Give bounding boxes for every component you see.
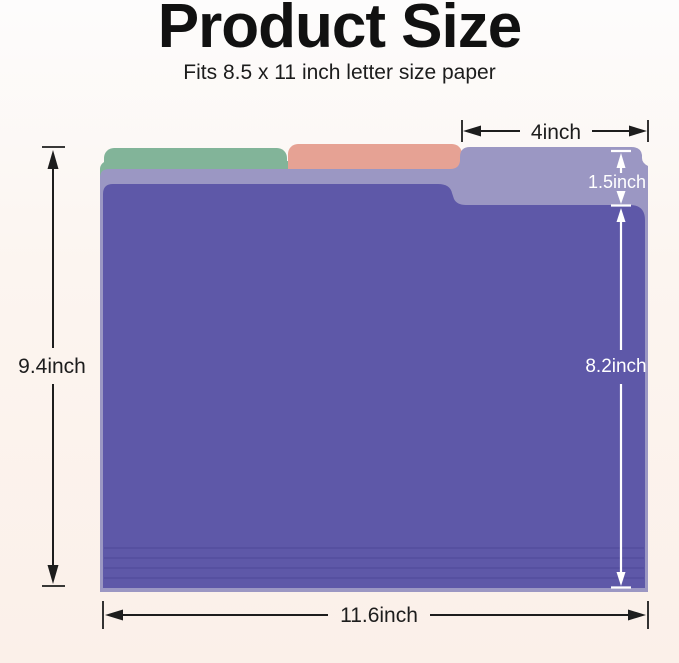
arrowhead-right	[629, 125, 647, 137]
arrowhead-left	[105, 609, 123, 621]
arrowhead-right	[628, 609, 646, 621]
page-title: Product Size	[157, 0, 523, 61]
page-subtitle: Fits 8.5 x 11 inch letter size paper	[183, 61, 496, 84]
arrowhead-up	[616, 153, 626, 168]
arrowhead-left	[463, 125, 481, 137]
dimension-label: 11.6inch	[340, 604, 418, 627]
arrowhead-down	[616, 572, 626, 586]
arrowhead-up	[47, 150, 59, 169]
arrowhead-up	[616, 208, 626, 222]
dimension-label: 9.4inch	[18, 355, 86, 378]
folder-stack	[100, 144, 648, 592]
dimension-body-height: 8.2inch	[585, 208, 647, 589]
purple-folder	[103, 184, 645, 588]
dimension-label: 1.5inch	[588, 172, 646, 192]
arrowhead-down	[616, 191, 626, 204]
dimension-label: 8.2inch	[585, 356, 646, 377]
purple-folder-body	[103, 184, 645, 588]
dimension-tab-width: 4inch	[461, 120, 649, 144]
arrowhead-down	[47, 565, 59, 584]
dimension-total-width: 11.6inch	[102, 601, 649, 629]
dimension-tab-height: 1.5inch	[588, 149, 646, 207]
dimension-total-height: 9.4inch	[18, 146, 86, 587]
dimension-label: 4inch	[531, 121, 581, 144]
